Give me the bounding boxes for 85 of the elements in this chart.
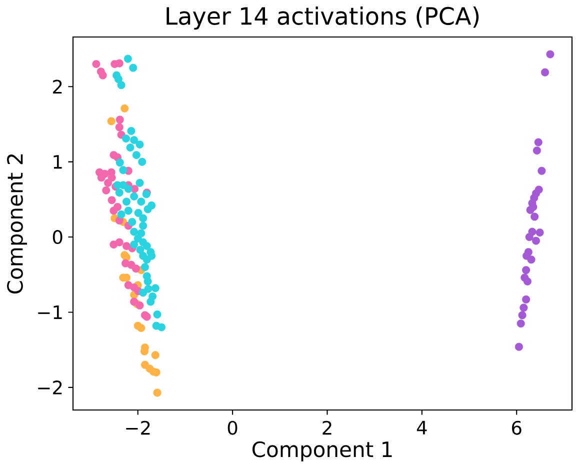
point bbox=[108, 174, 116, 182]
point bbox=[136, 178, 144, 187]
point bbox=[139, 288, 148, 297]
point bbox=[530, 212, 539, 221]
y-tick-label: 1 bbox=[54, 155, 62, 169]
point bbox=[102, 186, 110, 194]
point bbox=[117, 81, 126, 90]
point bbox=[114, 75, 122, 84]
point bbox=[107, 117, 116, 126]
point bbox=[523, 277, 532, 286]
x-tick-label: −2 bbox=[126, 420, 150, 435]
point bbox=[146, 298, 155, 306]
point bbox=[124, 54, 132, 63]
point bbox=[129, 64, 138, 72]
point bbox=[128, 218, 136, 226]
x-tick-label: 6 bbox=[512, 420, 522, 435]
point bbox=[532, 236, 540, 245]
point bbox=[144, 277, 152, 286]
point bbox=[142, 242, 151, 250]
point bbox=[516, 319, 525, 328]
x-tick-label: 4 bbox=[416, 420, 427, 434]
point bbox=[144, 205, 152, 214]
point bbox=[115, 123, 124, 132]
point bbox=[119, 166, 128, 174]
point bbox=[132, 264, 140, 273]
point bbox=[134, 208, 142, 217]
point bbox=[137, 324, 146, 332]
x-tick-label: 2 bbox=[322, 420, 332, 435]
point bbox=[122, 198, 131, 206]
point bbox=[139, 214, 148, 222]
point bbox=[115, 188, 124, 197]
point bbox=[140, 263, 149, 272]
point bbox=[522, 295, 530, 304]
point bbox=[120, 104, 129, 112]
point bbox=[124, 184, 132, 193]
y-tick-label: −1 bbox=[38, 305, 62, 319]
point bbox=[520, 304, 528, 312]
point bbox=[527, 256, 536, 264]
point bbox=[536, 228, 544, 237]
point bbox=[514, 342, 523, 351]
point bbox=[138, 158, 146, 166]
y-tick-label: −2 bbox=[38, 380, 62, 394]
point bbox=[126, 144, 134, 152]
point bbox=[541, 68, 550, 76]
point bbox=[158, 323, 166, 332]
y-tick-label: 2 bbox=[53, 80, 62, 94]
point bbox=[139, 222, 148, 230]
chart-title: Layer 14 activations (PCA) bbox=[166, 6, 479, 30]
point bbox=[127, 126, 136, 136]
point bbox=[136, 140, 144, 149]
point bbox=[153, 388, 162, 397]
point bbox=[532, 146, 541, 155]
point bbox=[122, 134, 130, 143]
point bbox=[124, 206, 132, 215]
point bbox=[130, 228, 138, 236]
point bbox=[525, 233, 534, 242]
point bbox=[522, 266, 530, 274]
point bbox=[136, 301, 144, 310]
point bbox=[151, 284, 160, 292]
point bbox=[115, 238, 124, 246]
point bbox=[108, 196, 116, 204]
point bbox=[153, 310, 162, 318]
point bbox=[119, 181, 128, 190]
point bbox=[116, 158, 124, 167]
point bbox=[142, 256, 151, 264]
point bbox=[130, 298, 138, 306]
point bbox=[117, 210, 126, 218]
point bbox=[534, 138, 542, 146]
point bbox=[92, 60, 100, 68]
point bbox=[130, 136, 138, 144]
y-axis-title: Component 2 bbox=[7, 154, 28, 294]
point bbox=[130, 240, 138, 249]
x-axis-title: Component 1 bbox=[252, 441, 392, 462]
x-tick-label: 0 bbox=[228, 420, 238, 435]
point bbox=[132, 151, 140, 160]
point bbox=[546, 50, 554, 58]
point bbox=[98, 71, 107, 80]
point bbox=[116, 116, 124, 124]
point bbox=[151, 351, 160, 360]
point bbox=[518, 311, 526, 320]
y-tick-label: 0 bbox=[52, 230, 62, 244]
point bbox=[538, 166, 546, 175]
point bbox=[130, 192, 138, 200]
point bbox=[137, 198, 146, 206]
point bbox=[113, 202, 122, 211]
